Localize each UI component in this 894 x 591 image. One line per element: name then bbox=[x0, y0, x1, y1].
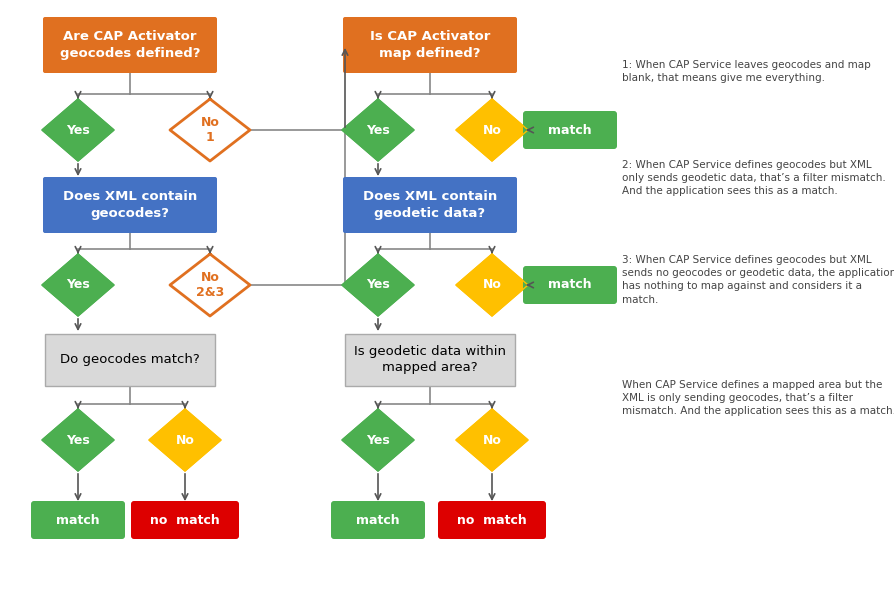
Text: no  match: no match bbox=[457, 514, 527, 527]
Text: When CAP Service defines a mapped area but the
XML is only sending geocodes, tha: When CAP Service defines a mapped area b… bbox=[622, 380, 894, 417]
Text: match: match bbox=[548, 278, 592, 291]
FancyBboxPatch shape bbox=[43, 17, 217, 73]
Text: 3: When CAP Service defines geocodes but XML
sends no geocodes or geodetic data,: 3: When CAP Service defines geocodes but… bbox=[622, 255, 894, 304]
Polygon shape bbox=[456, 99, 528, 161]
Text: Is geodetic data within
mapped area?: Is geodetic data within mapped area? bbox=[354, 346, 506, 375]
Text: Yes: Yes bbox=[66, 124, 90, 137]
Polygon shape bbox=[342, 99, 414, 161]
Polygon shape bbox=[42, 99, 114, 161]
Text: No: No bbox=[483, 278, 502, 291]
Text: Yes: Yes bbox=[66, 434, 90, 446]
Polygon shape bbox=[456, 254, 528, 316]
FancyBboxPatch shape bbox=[343, 177, 517, 233]
FancyBboxPatch shape bbox=[438, 501, 546, 539]
Text: No: No bbox=[483, 434, 502, 446]
Text: No: No bbox=[483, 124, 502, 137]
Polygon shape bbox=[149, 409, 221, 471]
Polygon shape bbox=[170, 254, 250, 316]
Text: No
1: No 1 bbox=[200, 116, 219, 144]
Text: Are CAP Activator
geocodes defined?: Are CAP Activator geocodes defined? bbox=[60, 31, 200, 60]
Text: no  match: no match bbox=[150, 514, 220, 527]
Bar bbox=[45, 334, 215, 386]
Text: 1: When CAP Service leaves geocodes and map
blank, that means give me everything: 1: When CAP Service leaves geocodes and … bbox=[622, 60, 871, 83]
FancyBboxPatch shape bbox=[523, 266, 617, 304]
Text: Does XML contain
geocodes?: Does XML contain geocodes? bbox=[63, 190, 197, 219]
Text: match: match bbox=[56, 514, 100, 527]
Polygon shape bbox=[42, 254, 114, 316]
FancyBboxPatch shape bbox=[343, 17, 517, 73]
FancyBboxPatch shape bbox=[523, 111, 617, 149]
Polygon shape bbox=[342, 254, 414, 316]
Bar bbox=[345, 334, 515, 386]
Polygon shape bbox=[42, 409, 114, 471]
Text: Yes: Yes bbox=[367, 124, 390, 137]
Text: match: match bbox=[548, 124, 592, 137]
FancyBboxPatch shape bbox=[43, 177, 217, 233]
Polygon shape bbox=[342, 409, 414, 471]
Polygon shape bbox=[456, 409, 528, 471]
Text: 2: When CAP Service defines geocodes but XML
only sends geodetic data, that’s a : 2: When CAP Service defines geocodes but… bbox=[622, 160, 886, 196]
Polygon shape bbox=[170, 99, 250, 161]
Text: No: No bbox=[175, 434, 194, 446]
Text: No
2&3: No 2&3 bbox=[196, 271, 224, 299]
FancyBboxPatch shape bbox=[31, 501, 125, 539]
FancyBboxPatch shape bbox=[331, 501, 425, 539]
Text: Does XML contain
geodetic data?: Does XML contain geodetic data? bbox=[363, 190, 497, 219]
Text: Yes: Yes bbox=[367, 434, 390, 446]
Text: Yes: Yes bbox=[367, 278, 390, 291]
Text: match: match bbox=[356, 514, 400, 527]
Text: Yes: Yes bbox=[66, 278, 90, 291]
FancyBboxPatch shape bbox=[131, 501, 239, 539]
Text: Is CAP Activator
map defined?: Is CAP Activator map defined? bbox=[370, 31, 490, 60]
Text: Do geocodes match?: Do geocodes match? bbox=[60, 353, 200, 366]
